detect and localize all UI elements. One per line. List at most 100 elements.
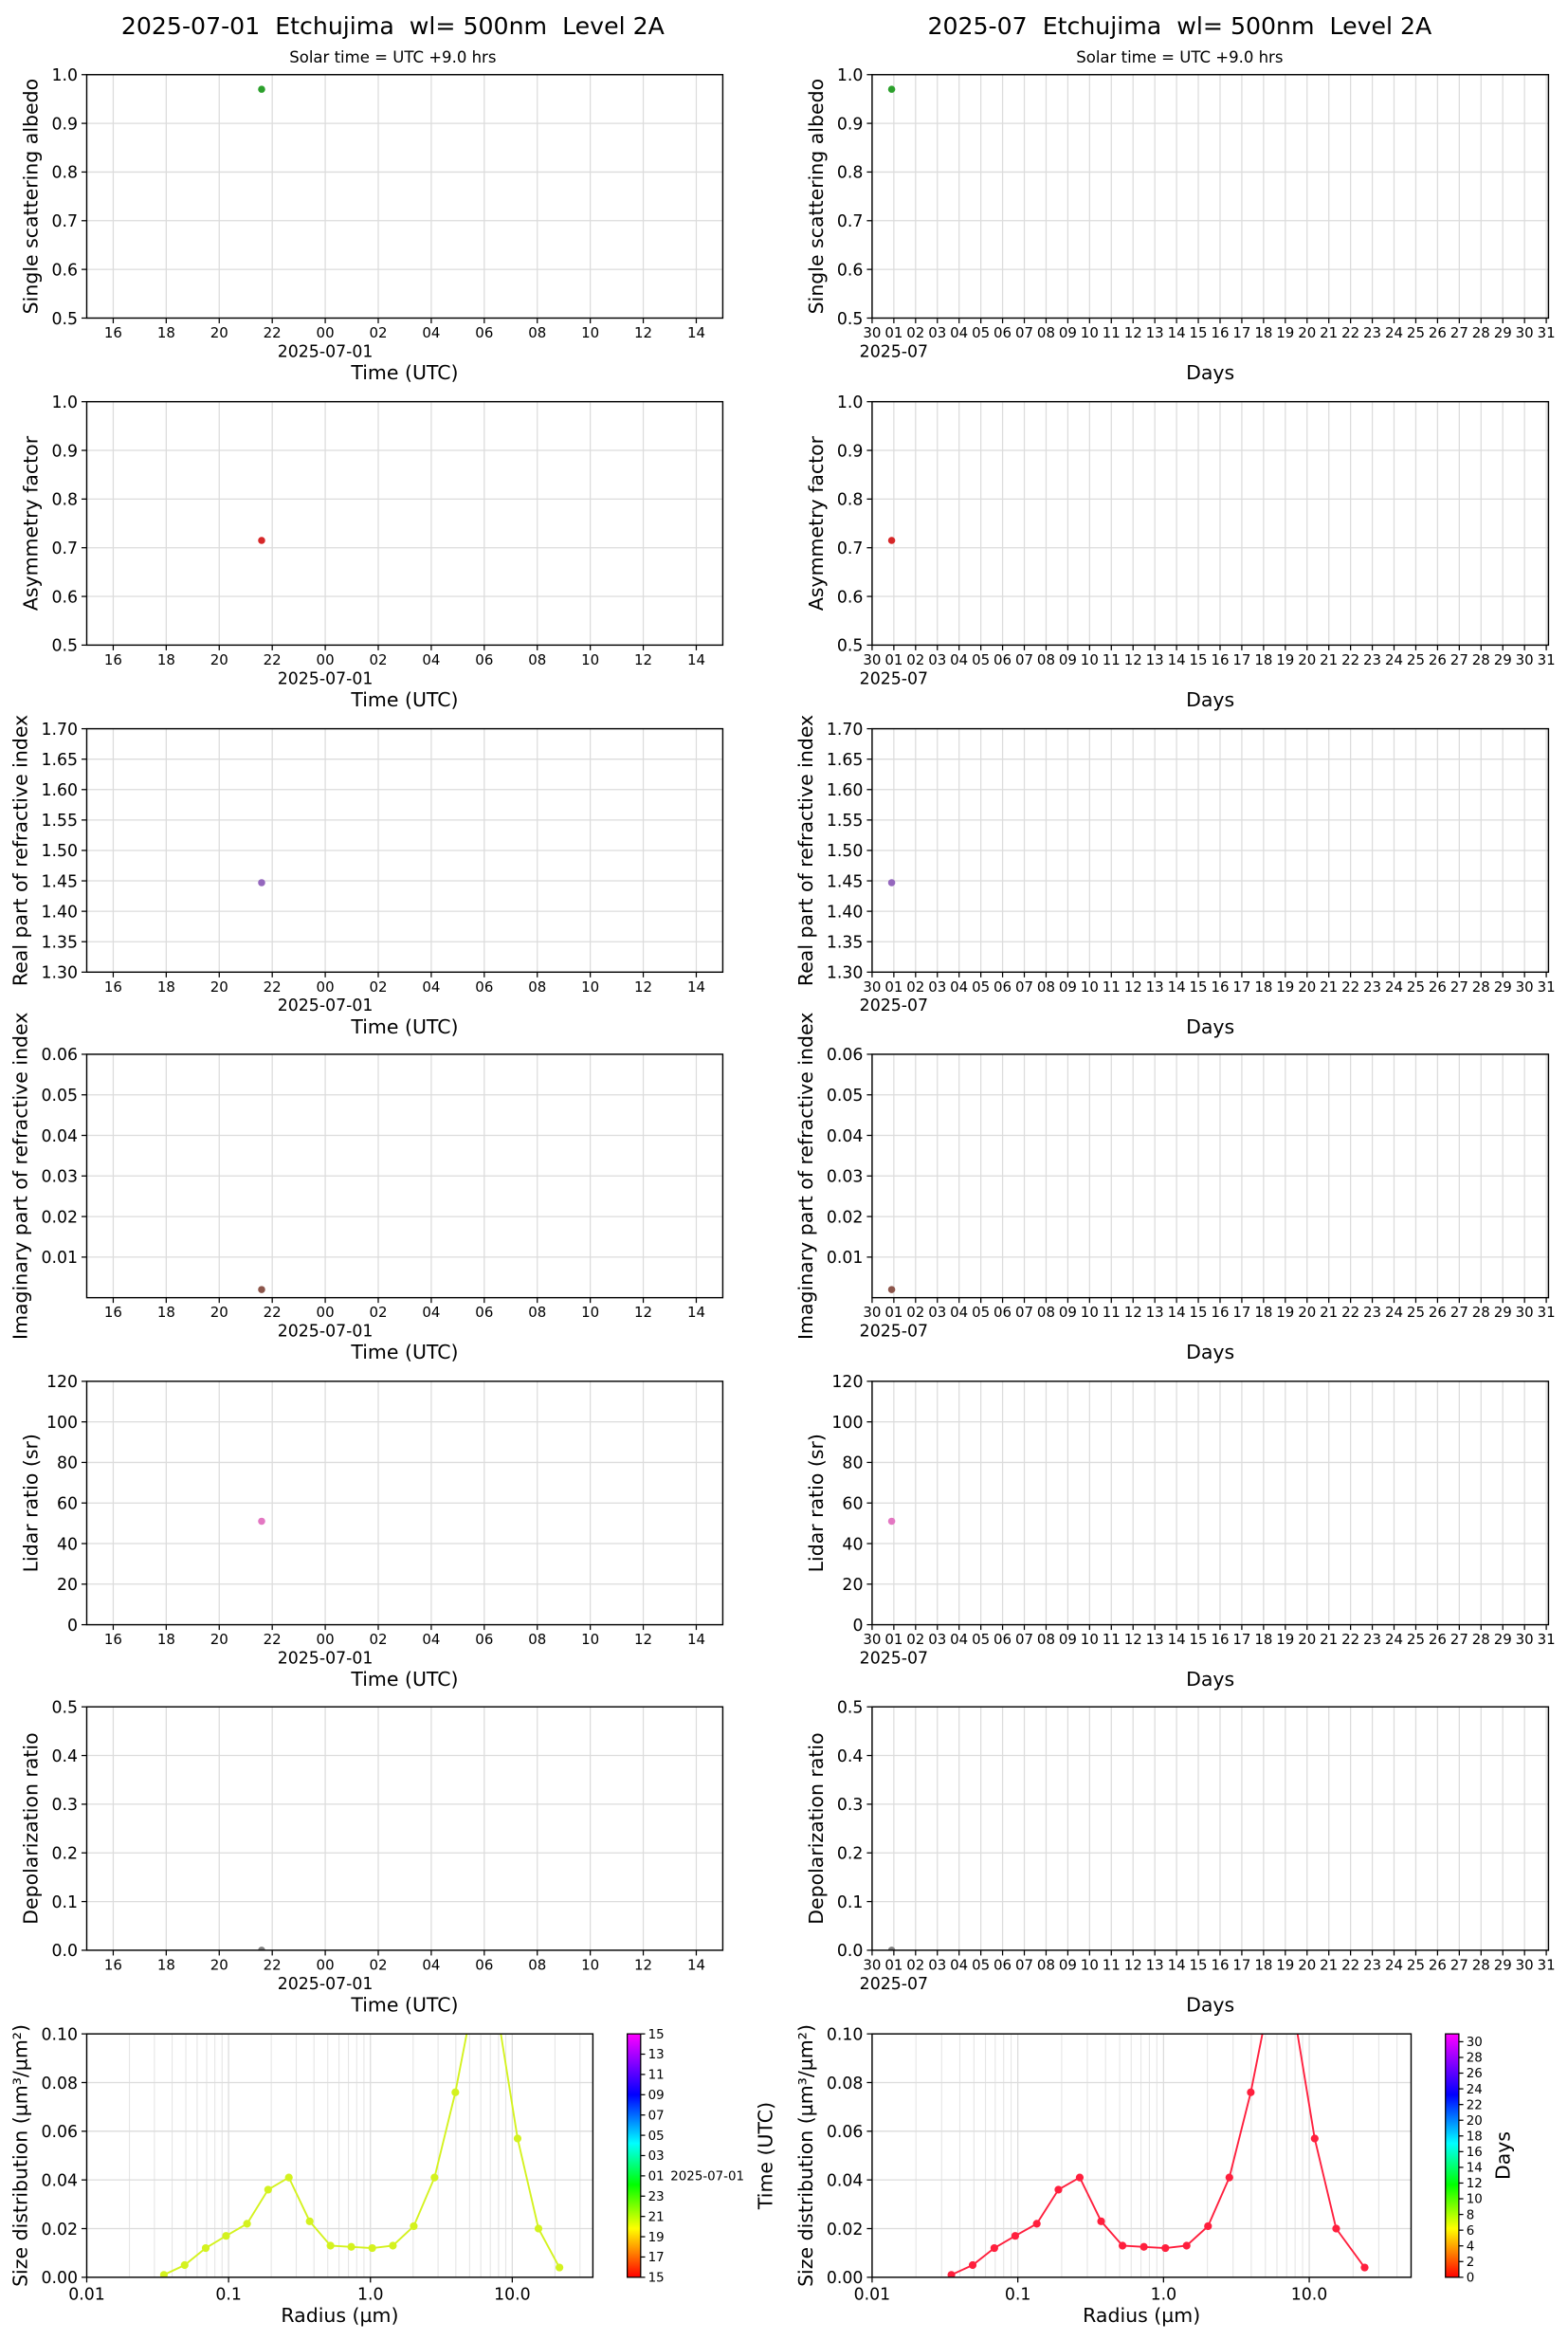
- x-tick-label: 04: [950, 1956, 968, 1973]
- y-tick-label: 1.55: [41, 812, 78, 831]
- x-tick-label: 21: [1320, 1304, 1338, 1321]
- x-tick-label: 28: [1472, 978, 1490, 996]
- colorbar-tick-label: 20: [1467, 2114, 1483, 2129]
- y-tick-label: 1.45: [41, 872, 78, 891]
- plot-area: [86, 1707, 723, 1950]
- colorbar-tick-label: 09: [648, 2089, 665, 2103]
- colorbar-tick-label: 4: [1467, 2239, 1475, 2254]
- x-tick-label: 00: [317, 978, 335, 996]
- x-tick-label: 18: [157, 1631, 175, 1648]
- y-axis-label: Real part of refractive index: [9, 715, 31, 986]
- y-tick-label: 1.30: [827, 964, 864, 983]
- point: [1161, 2243, 1170, 2253]
- y-tick-label: 1.65: [41, 751, 78, 770]
- x-tick-label: 00: [317, 1304, 335, 1321]
- x-axis-label: Days: [1186, 1668, 1234, 1691]
- y-tick-label: 1.40: [827, 903, 864, 922]
- point: [1011, 2232, 1020, 2240]
- x-tick-label: 25: [1407, 1631, 1425, 1648]
- x-tick-label: 28: [1472, 1956, 1490, 1973]
- point: [305, 2217, 314, 2225]
- x-tick-label: 16: [1211, 651, 1229, 668]
- x-tick-label: 06: [994, 324, 1012, 341]
- point: [887, 1517, 896, 1526]
- colorbar-tick-label: 22: [1467, 2098, 1483, 2112]
- x-tick-date: 2025-07-01: [278, 669, 374, 688]
- x-tick-label: 12: [1124, 1304, 1142, 1321]
- x-tick-label: 22: [1341, 1304, 1359, 1321]
- y-tick-label: 0.1: [837, 1893, 864, 1912]
- axes-frame: [85, 400, 724, 647]
- axes-frame: [871, 400, 1550, 647]
- point: [284, 2173, 293, 2182]
- point: [947, 2271, 956, 2277]
- x-tick-label: 31: [1538, 324, 1556, 341]
- point: [1360, 2263, 1369, 2272]
- colorbar-label: Time (UTC): [754, 2102, 776, 2210]
- x-tick-label: 10: [581, 978, 599, 996]
- y-tick-label: 0.4: [837, 1747, 864, 1766]
- x-tick-label: 16: [104, 978, 122, 996]
- point: [1247, 2088, 1255, 2096]
- x-tick-label: 06: [994, 1956, 1012, 1973]
- axes: 16 18 20 22 00 2025-07-01 02 04 06 08 10 12 14 0.01 0.…: [9, 1013, 724, 1363]
- x-tick-label: 07: [1015, 978, 1033, 996]
- x-tick-label: 16: [104, 324, 122, 341]
- point: [493, 2005, 501, 2013]
- point: [887, 1286, 896, 1293]
- x-tick-label: 06: [475, 651, 493, 668]
- y-tick-label: 0.5: [837, 637, 864, 656]
- x-tick-label: 22: [1341, 1956, 1359, 1973]
- x-tick-label: 00: [317, 1631, 335, 1648]
- x-tick-label: 16: [104, 651, 122, 668]
- plot: [887, 85, 896, 93]
- y-tick-label: 0.04: [41, 2171, 78, 2190]
- x-tick-label: 21: [1320, 324, 1338, 341]
- x-tick-label: 08: [1037, 651, 1055, 668]
- colorbar-tick-label: 15: [648, 2028, 665, 2042]
- x-tick-label: 00: [317, 324, 335, 341]
- y-axis-label: Size distribution (µm³/µm²): [794, 2024, 817, 2287]
- axes-frame: [871, 74, 1550, 320]
- plot-area: [86, 74, 723, 319]
- point: [326, 2241, 335, 2250]
- colorbar-tick-label: 26: [1467, 2067, 1483, 2081]
- x-axis-label: Time (UTC): [350, 1668, 458, 1691]
- x-tick-label: 10: [1081, 1304, 1099, 1321]
- y-tick-label: 0.6: [51, 588, 78, 607]
- x-tick-label: 15: [1190, 651, 1208, 668]
- x-tick-label: 07: [1015, 651, 1033, 668]
- x-tick-label: 25: [1407, 1956, 1425, 1973]
- x-tick-label: 16: [104, 1956, 122, 1973]
- y-tick-label: 80: [57, 1454, 78, 1473]
- x-tick-label: 06: [994, 651, 1012, 668]
- x-tick-label: 17: [1232, 1631, 1250, 1648]
- x-tick-label: 30: [863, 1631, 881, 1648]
- x-tick-label: 24: [1385, 651, 1403, 668]
- y-tick-label: 0.06: [827, 1046, 864, 1065]
- x-tick-label: 22: [1341, 324, 1359, 341]
- x-tick-label: 13: [1146, 978, 1164, 996]
- point: [201, 2243, 210, 2253]
- x-tick-label: 0.01: [854, 2285, 891, 2304]
- x-tick-label: 20: [1298, 1631, 1316, 1648]
- y-tick-label: 0.8: [837, 491, 864, 510]
- x-tick-date: 2025-07: [860, 996, 928, 1015]
- x-tick-label: 26: [1429, 978, 1447, 996]
- x-tick-label: 18: [157, 651, 175, 668]
- y-axis-label: Imaginary part of refractive index: [794, 1013, 817, 1340]
- x-tick-label: 30: [1516, 324, 1534, 341]
- x-tick-label: 0.1: [1005, 2285, 1031, 2304]
- x-tick-label: 18: [1254, 1304, 1272, 1321]
- colorbar-tick-label: 14: [1467, 2162, 1483, 2176]
- x-tick-label: 02: [906, 1304, 924, 1321]
- point: [472, 1982, 480, 1989]
- plot-area: [871, 74, 1549, 319]
- x-axis-label: Days: [1186, 1015, 1234, 1038]
- x-tick-label: 04: [422, 324, 440, 341]
- x-tick-label: 18: [157, 978, 175, 996]
- y-tick-label: 1.40: [41, 903, 78, 922]
- y-tick-label: 0.3: [51, 1796, 78, 1815]
- point: [990, 2243, 998, 2253]
